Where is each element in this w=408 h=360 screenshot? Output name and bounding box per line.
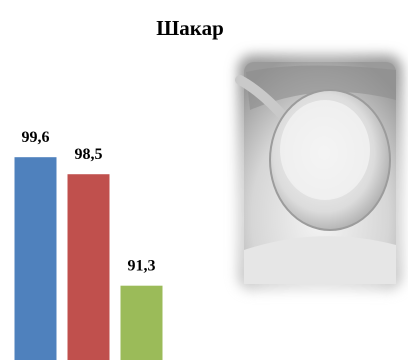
chart-title: Шакар [156,16,224,40]
bar [14,157,57,360]
sugar-photo [235,55,402,290]
value-label: 98,5 [75,146,103,163]
bar [67,174,110,360]
value-label: 99,6 [22,129,50,146]
value-label: 91,3 [128,257,156,274]
bar [120,285,163,360]
